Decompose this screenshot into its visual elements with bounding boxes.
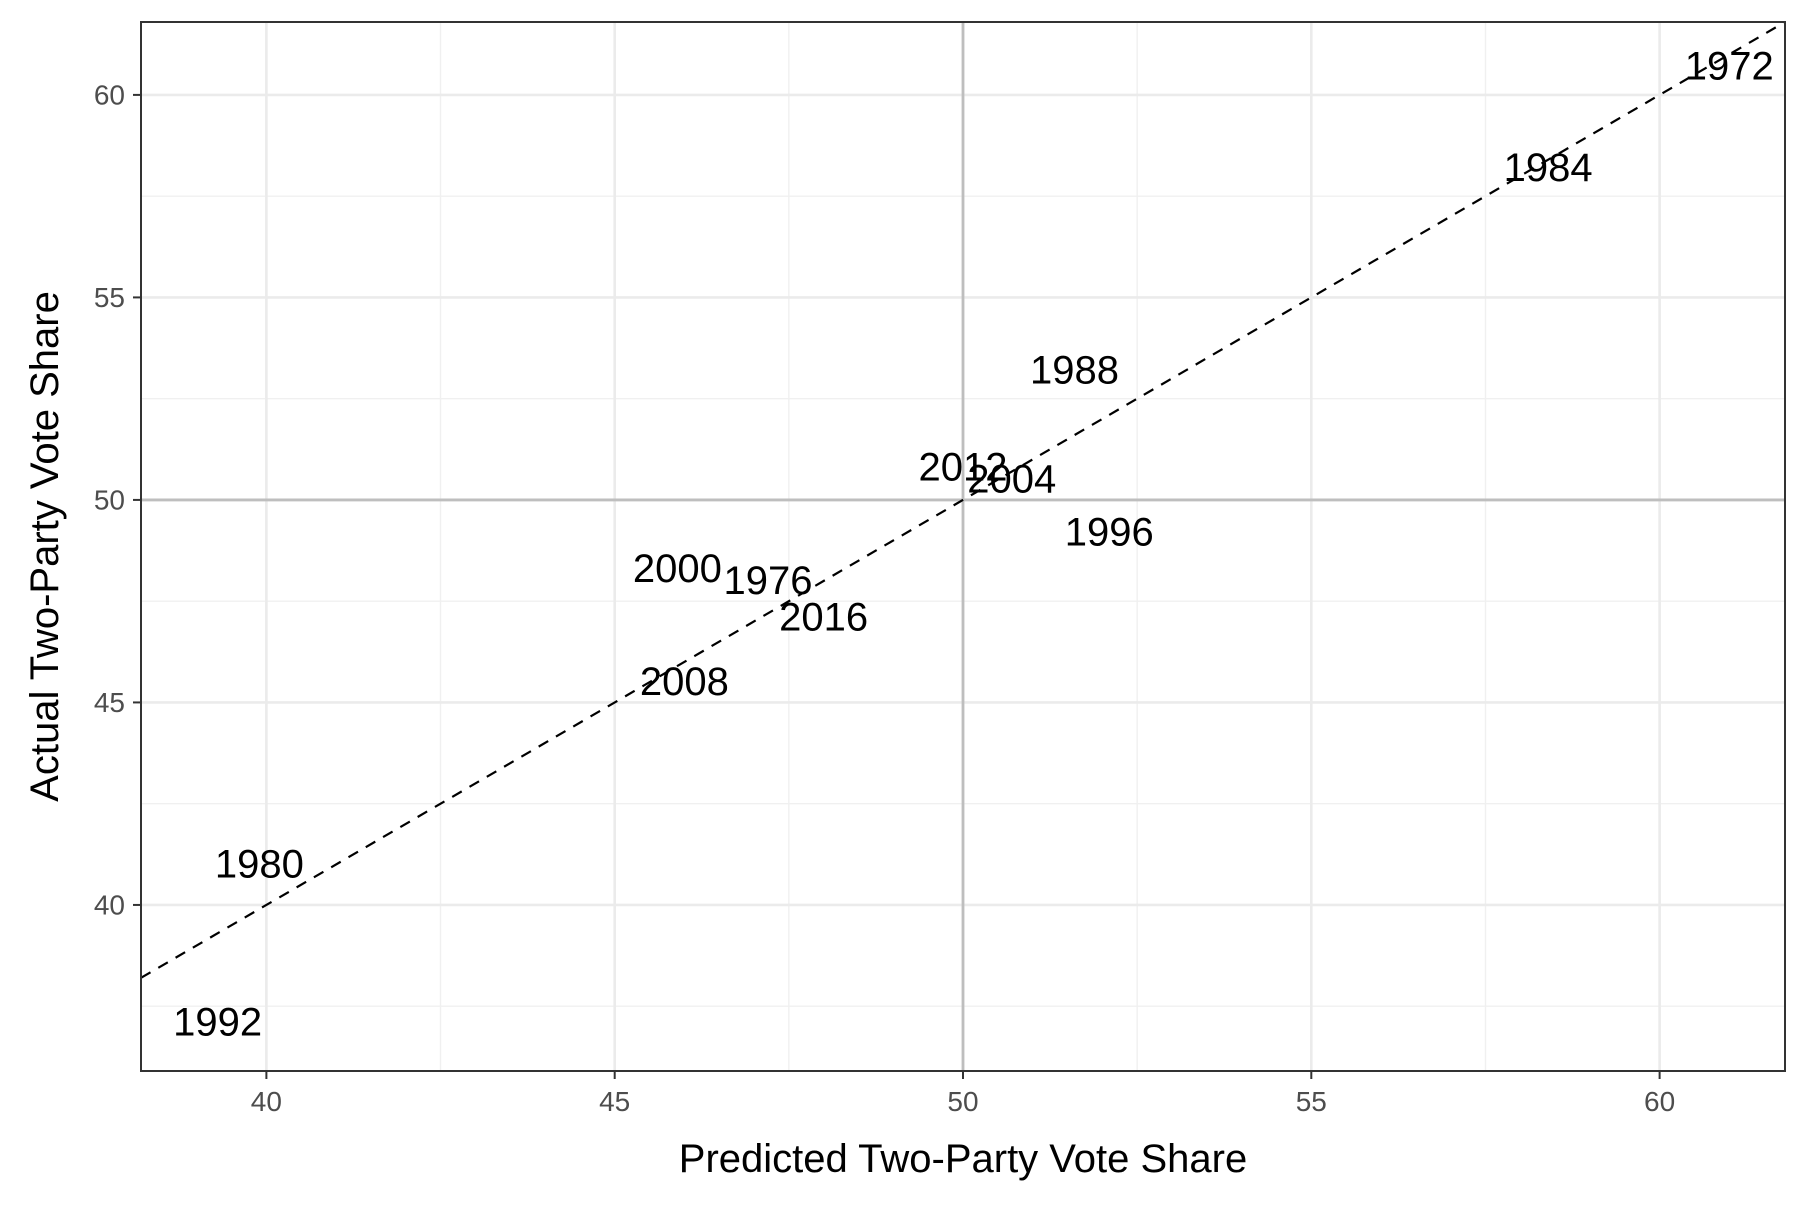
y-axis-title: Actual Two-Party Vote Share [23,291,67,802]
point-label-1980: 1980 [215,842,304,886]
x-axis-title: Predicted Two-Party Vote Share [679,1137,1247,1181]
point-labels: 1972 1976 1980 1984 1988 1992 1996 2000 2004 2008… [173,45,1774,1045]
point-label-2012: 2012 [919,446,1008,490]
x-tick-label: 60 [1644,1086,1675,1117]
x-tick-label: 45 [599,1086,630,1117]
point-label-2000: 2000 [633,547,722,591]
fit-line-dashed [140,21,1786,979]
y-tick-label: 55 [94,282,125,313]
y-tick-label: 60 [94,79,125,110]
point-label-1976: 1976 [723,559,812,603]
point-label-1972: 1972 [1685,45,1774,89]
point-label-2016: 2016 [779,595,868,639]
point-label-1984: 1984 [1504,146,1593,190]
fit-line-layer [140,21,1786,979]
point-label-2008: 2008 [640,660,729,704]
point-label-1992: 1992 [173,1000,262,1044]
x-tick-label: 40 [251,1086,282,1117]
point-label-1988: 1988 [1030,348,1119,392]
y-tick-label: 45 [94,687,125,718]
x-tick-label: 55 [1296,1086,1327,1117]
point-label-1996: 1996 [1065,510,1154,554]
x-tick-label: 50 [947,1086,978,1117]
axis-ticks: 40 45 50 55 60 40 45 50 55 60 [94,79,1675,1117]
point-label-2004: 2004 [967,458,1056,502]
y-tick-label: 50 [94,484,125,515]
y-tick-label: 40 [94,889,125,920]
